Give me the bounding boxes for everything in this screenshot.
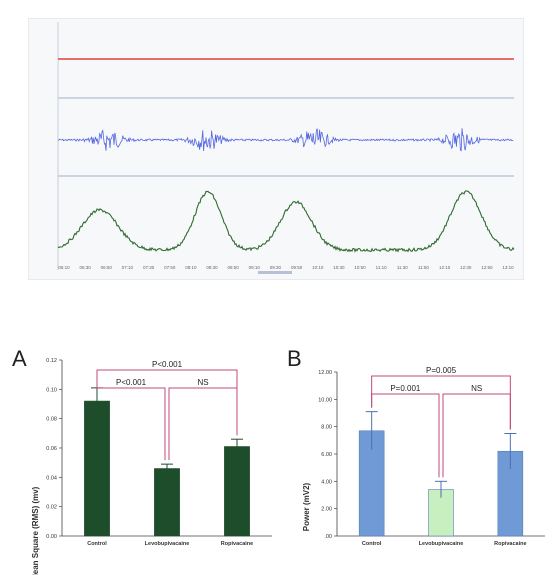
significance-label: P<0.001 [152,360,183,369]
y-tick-label: 6.00 [321,452,332,458]
time-tick-label: 08:30 [206,265,218,270]
emg-trace [57,128,514,152]
y-axis-label-a: Root Mean Square (RMS) (mv) [31,486,40,575]
time-tick-label: 11:50 [418,265,429,270]
significance-bracket [371,393,440,478]
chart-a-rms: A Root Mean Square (RMS) (mv) 0.00 0.02 0.… [12,346,272,575]
time-tick-label: 06:10 [58,265,70,270]
chart-b-power: B Power (mV2) .00 2.00 4.00 6.00 8.00 10.00 12… [287,346,545,547]
time-tick-label: 06:30 [80,265,92,270]
panel-label-b: B [287,346,302,371]
panel-label-a: A [12,346,27,371]
time-tick-label: 07:50 [164,265,176,270]
bar [224,446,250,537]
time-tick-label: 09:50 [291,265,303,270]
time-tick-label: 10:10 [312,265,324,270]
time-tick-label: 06:50 [101,265,113,270]
bar [154,468,180,537]
y-tick-label: .00 [324,534,332,540]
y-tick-label: 0.06 [46,446,57,452]
y-tick-label: 2.00 [321,507,332,513]
time-tick-label: 10:50 [354,265,366,270]
significance-label: P=0.005 [426,366,457,375]
time-tick-label: 08:10 [185,265,197,270]
time-tick-label: 09:30 [270,265,282,270]
significance-bracket [168,387,238,461]
x-tick-label: Levobupivacaine [145,541,190,547]
x-tick-label: Control [362,541,382,547]
y-tick-label: 12.00 [318,370,332,376]
y-tick-label: 10.00 [318,397,332,403]
y-tick-label: 4.00 [321,479,332,485]
time-tick-label: 09:10 [249,265,261,270]
y-axis-label-b: Power (mV2) [302,482,311,531]
significance-label: P=0.001 [390,384,421,393]
x-tick-label: Levobupivacaine [419,541,464,547]
significance-bracket [442,393,511,478]
time-tick-label: 12:30 [460,265,472,270]
x-tick-label: Ropivacaine [221,541,253,547]
bar [84,400,110,537]
x-tick-label: Control [87,541,107,547]
time-tick-label: 11:10 [376,265,387,270]
significance-label: P<0.001 [116,378,147,387]
x-tick-label: Ropivacaine [494,541,526,547]
y-tick-label: 0.12 [46,358,57,364]
y-tick-label: 0.08 [46,417,57,423]
rms-envelope-trace [57,190,515,253]
time-tick-label: 11:30 [397,265,408,270]
time-tick-label: 12:10 [439,265,451,270]
significance-label: NS [471,384,482,393]
y-tick-label: 0.04 [46,475,57,481]
y-tick-label: 0.00 [46,534,57,540]
emg-recording-traces: 06:10 06:30 06:50 07:10 07:30 07:50 08:10 08:30… [28,18,524,280]
time-scrollbar-thumb [258,271,292,274]
time-tick-label: 07:30 [143,265,155,270]
y-tick-label: 0.10 [46,387,57,393]
time-tick-label: 13:10 [502,265,514,270]
time-tick-label: 12:50 [481,265,493,270]
time-tick-label: 08:50 [228,265,240,270]
significance-label: NS [197,378,208,387]
bar [358,430,385,537]
recording-background [28,18,524,280]
significance-bracket [96,383,166,461]
time-tick-label: 10:30 [333,265,345,270]
y-tick-label: 8.00 [321,425,332,431]
y-tick-label: 0.02 [46,505,57,511]
time-tick-label: 07:10 [122,265,134,270]
